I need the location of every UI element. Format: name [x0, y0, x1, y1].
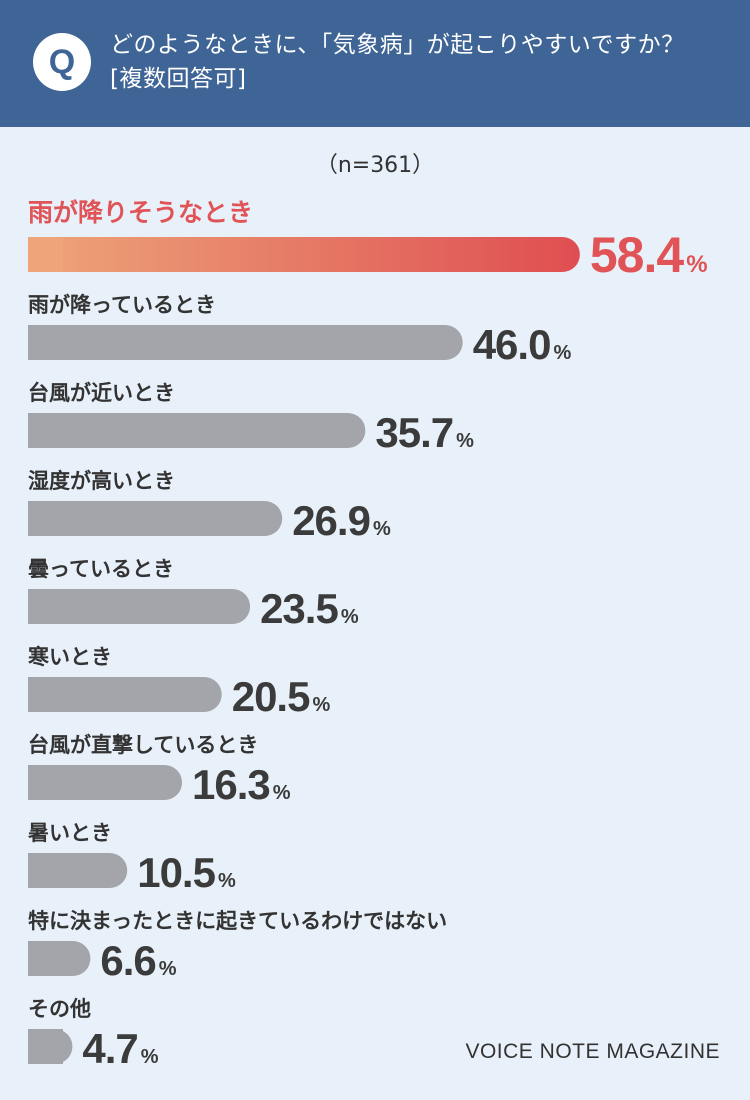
bar [28, 677, 222, 712]
value-label: 20.5 [232, 673, 310, 720]
value-label: 46.0 [473, 321, 551, 368]
category-label: 台風が近いとき [28, 381, 175, 405]
bar-left-cap [28, 589, 63, 624]
question-line-1: どのようなときに、「気象病」が起こりやすいですか？ [110, 32, 685, 58]
bar-left-cap [28, 501, 63, 536]
category-label: 湿度が高いとき [28, 469, 175, 493]
value-label: 35.7 [375, 409, 453, 456]
bar [28, 765, 183, 800]
category-label: 台風が直撃しているとき [28, 733, 258, 757]
brand-footer: VOICE NOTE MAGAZINE [465, 1040, 720, 1063]
percent-unit: % [312, 694, 330, 716]
category-label: 暑いとき [28, 821, 112, 845]
percent-unit: % [218, 870, 236, 892]
bar-left-cap [28, 853, 63, 888]
category-label: 雨が降りそうなとき [28, 198, 253, 227]
value-label: 26.9 [292, 497, 370, 544]
percent-unit: % [341, 606, 359, 628]
percent-unit: % [373, 518, 391, 540]
category-label: その他 [28, 997, 91, 1021]
category-label: 曇っているとき [28, 557, 174, 581]
percent-unit: % [553, 342, 571, 364]
category-label: 雨が降っているとき [28, 293, 216, 317]
bar [28, 413, 366, 448]
bar-left-cap [28, 325, 63, 360]
question-line-2: [複数回答可] [110, 66, 247, 92]
percent-unit: % [159, 958, 177, 980]
bar-left-cap [28, 941, 63, 976]
question-text: どのようなときに、「気象病」が起こりやすいですか？ [複数回答可] [110, 28, 740, 96]
bar [28, 237, 580, 272]
sample-size-note: （n=361） [315, 153, 435, 178]
value-label: 10.5 [137, 849, 215, 896]
percent-unit: % [273, 782, 291, 804]
percent-unit: % [686, 251, 707, 278]
bar-left-cap [28, 237, 63, 272]
bar [28, 501, 283, 536]
q-badge-icon: Q [33, 33, 91, 91]
value-label: 4.7 [82, 1025, 137, 1072]
bar-left-cap [28, 413, 63, 448]
value-label: 16.3 [192, 761, 270, 808]
category-label: 寒いとき [28, 645, 112, 669]
percent-unit: % [141, 1046, 159, 1068]
value-label: 6.6 [100, 937, 155, 984]
category-label: 特に決まったときに起きているわけではない [28, 909, 447, 933]
bar-left-cap [28, 765, 63, 800]
bar [28, 589, 251, 624]
question-header: Q どのようなときに、「気象病」が起こりやすいですか？ [複数回答可] [0, 0, 750, 127]
percent-unit: % [456, 430, 474, 452]
value-label: 58.4 [590, 227, 685, 283]
bar-left-cap [28, 1029, 63, 1064]
value-label: 23.5 [260, 585, 338, 632]
bar [28, 325, 463, 360]
bar-left-cap [28, 677, 63, 712]
